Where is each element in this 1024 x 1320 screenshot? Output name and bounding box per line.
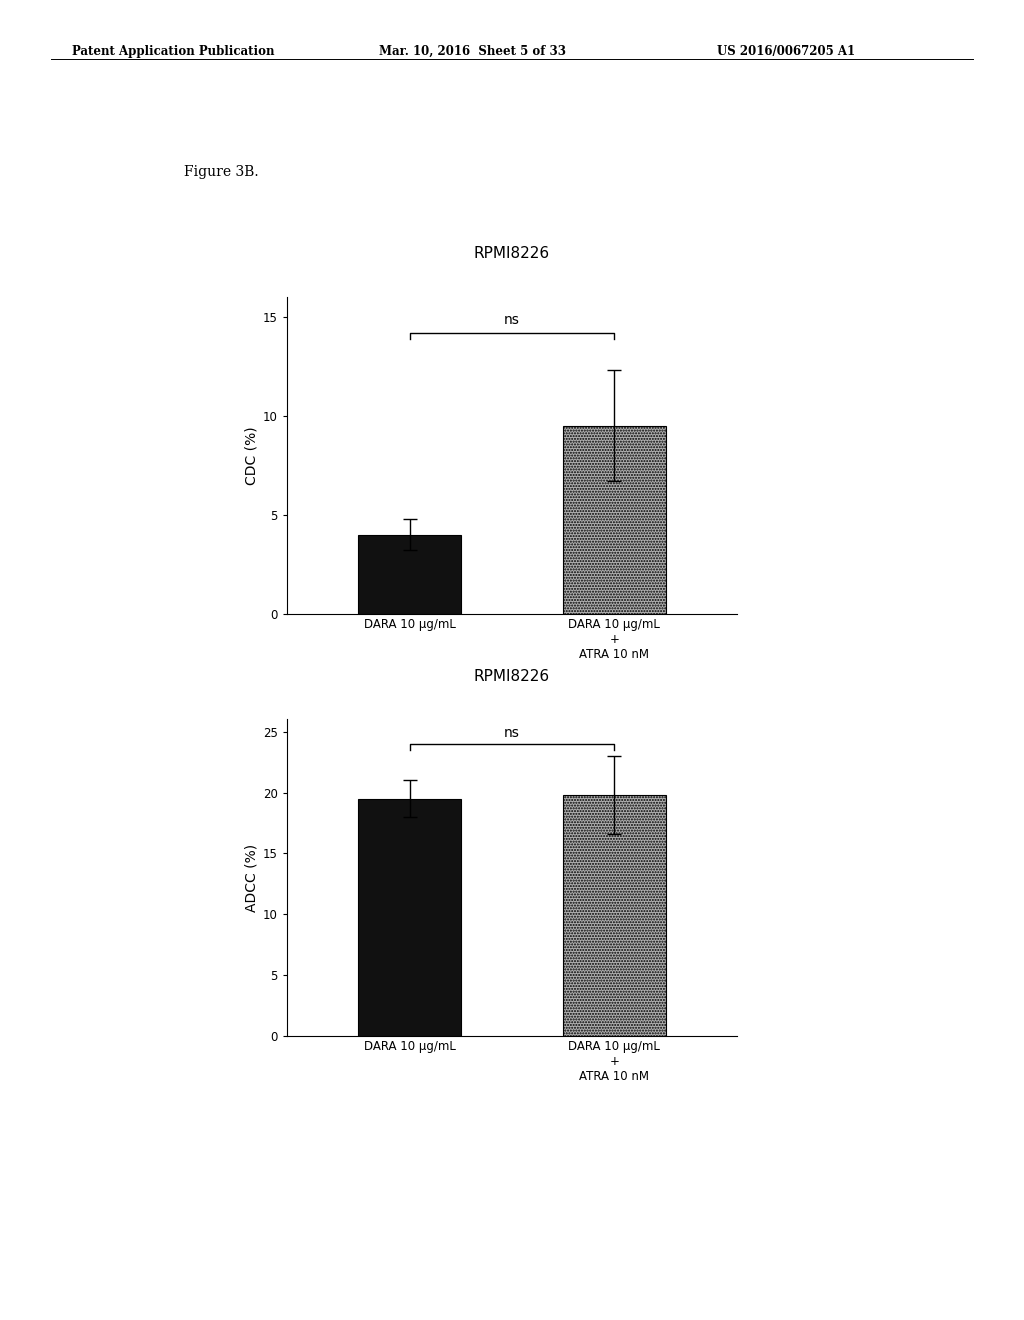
Bar <box>358 799 461 1036</box>
Title: RPMI8226: RPMI8226 <box>474 246 550 261</box>
Text: US 2016/0067205 A1: US 2016/0067205 A1 <box>717 45 855 58</box>
Text: Figure 3B.: Figure 3B. <box>184 165 259 180</box>
Bar <box>563 425 666 614</box>
Bar <box>358 535 461 614</box>
Text: ns: ns <box>504 726 520 741</box>
Text: Mar. 10, 2016  Sheet 5 of 33: Mar. 10, 2016 Sheet 5 of 33 <box>379 45 566 58</box>
Bar <box>563 795 666 1036</box>
Y-axis label: CDC (%): CDC (%) <box>245 426 259 484</box>
Text: Patent Application Publication: Patent Application Publication <box>72 45 274 58</box>
Y-axis label: ADCC (%): ADCC (%) <box>245 843 259 912</box>
Text: ns: ns <box>504 313 520 327</box>
Title: RPMI8226: RPMI8226 <box>474 668 550 684</box>
